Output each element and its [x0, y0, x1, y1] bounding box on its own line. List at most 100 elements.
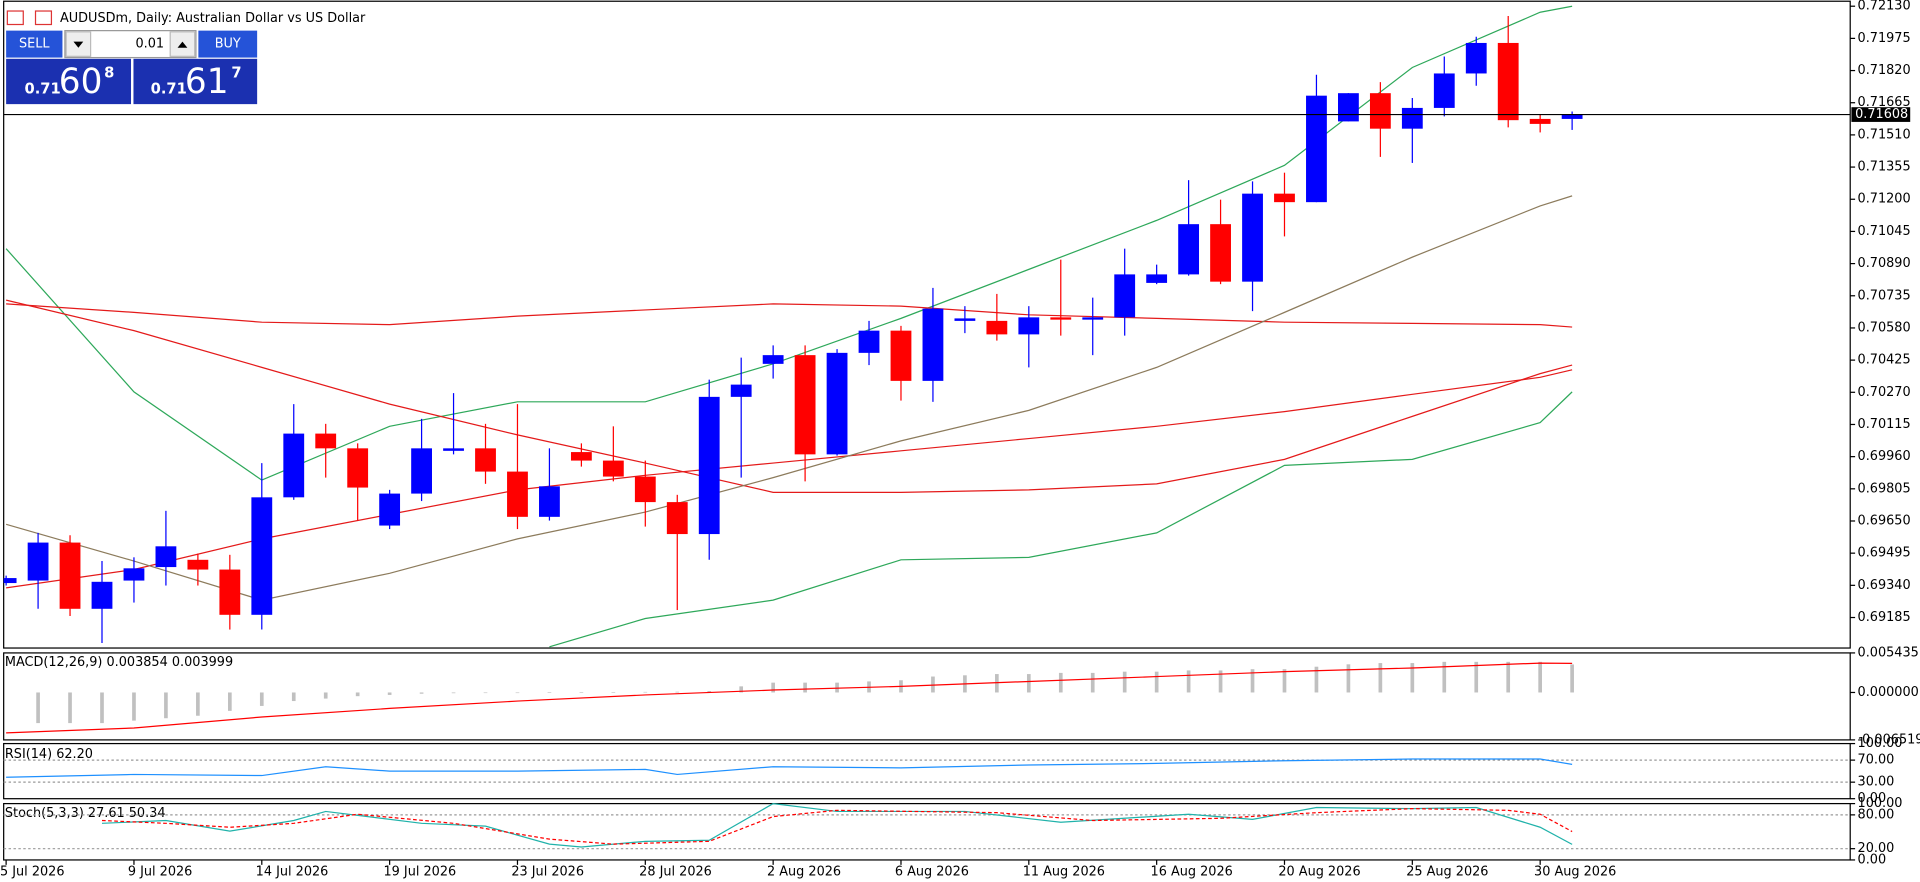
candle-body	[1369, 93, 1391, 129]
macd-bar	[355, 692, 360, 697]
x-tick-label: 30 Aug 2026	[1534, 865, 1616, 880]
candle-body	[1050, 317, 1072, 320]
y-tick-label: 0.69185	[1858, 610, 1911, 625]
buy-label: BUY	[215, 37, 241, 52]
candle-body	[187, 559, 209, 570]
candle-body	[59, 542, 81, 609]
y-tick-label: 0.69960	[1858, 449, 1911, 464]
rsi-legend: RSI(14) 62.20	[5, 747, 93, 762]
y-tick-label: 0.69495	[1858, 546, 1911, 561]
y-tick-label: 70.00	[1858, 753, 1895, 768]
y-tick-label: 0.005435	[1858, 645, 1919, 660]
macd-bar	[1314, 666, 1319, 693]
candle-body	[1465, 42, 1487, 74]
candle-body	[539, 486, 560, 517]
stoch-frame	[3, 802, 1851, 861]
y-tick-label: 0.69340	[1858, 578, 1911, 593]
indicator-line	[6, 303, 1573, 328]
indicator-line	[6, 758, 1573, 778]
macd-legend: MACD(12,26,9) 0.003854 0.003999	[5, 655, 233, 670]
candle-body	[1338, 93, 1359, 122]
y-tick-label: 0.69650	[1858, 513, 1911, 528]
macd-bar	[515, 692, 520, 694]
macd-bar	[1090, 672, 1095, 693]
main-frame	[3, 0, 1851, 649]
macd-bar	[579, 692, 584, 693]
x-tick-label: 14 Jul 2026	[256, 865, 329, 880]
macd-bar	[483, 692, 488, 694]
macd-bar	[100, 692, 104, 724]
candle-body	[1018, 317, 1040, 335]
macd-bar	[387, 692, 392, 695]
candle-body	[762, 355, 784, 364]
x-tick-label: 6 Aug 2026	[895, 865, 969, 880]
sell-button[interactable]	[6, 30, 63, 58]
y-tick-label: 0.70270	[1858, 385, 1911, 400]
y-tick-label: 0.70890	[1858, 256, 1911, 271]
macd-bar	[36, 692, 40, 724]
x-tick-label: 9 Jul 2026	[128, 865, 193, 880]
candle-body	[1561, 114, 1583, 119]
candle-body	[1210, 224, 1231, 282]
indicator-line	[5, 195, 1573, 601]
ask-box[interactable]	[133, 58, 258, 105]
macd-bar	[1122, 671, 1127, 693]
macd-bar	[1538, 661, 1542, 693]
buy-button[interactable]	[198, 30, 258, 58]
indicator-line	[6, 662, 1573, 734]
macd-bar	[1570, 664, 1574, 693]
macd-bar	[931, 676, 935, 693]
rsi-frame	[3, 742, 1851, 800]
macd-bar	[1218, 670, 1223, 693]
macd-bar	[803, 682, 807, 693]
candle-body	[443, 448, 464, 451]
arrow	[177, 41, 188, 48]
stoch-legend: Stoch(5,3,3) 27.61 50.34	[5, 806, 166, 821]
y-tick-label: 0.72130	[1858, 0, 1911, 14]
indicator-line	[6, 369, 1573, 589]
x-tick-label: 19 Jul 2026	[384, 865, 457, 880]
y-tick-label: 0.70735	[1858, 288, 1911, 303]
x-tick-label: 23 Jul 2026	[511, 865, 584, 880]
icon	[34, 10, 53, 26]
candle-body	[379, 493, 401, 526]
macd-bar	[228, 692, 232, 711]
x-tick-label: 16 Aug 2026	[1151, 865, 1233, 880]
x-tick-label: 11 Aug 2026	[1023, 865, 1105, 880]
candle-body	[155, 546, 177, 568]
candle-body	[794, 355, 816, 455]
candle-body	[123, 568, 145, 581]
lot-value: 0.01	[135, 37, 164, 52]
macd-bar	[419, 692, 424, 694]
candle-body	[1497, 42, 1519, 121]
macd-bar	[1378, 663, 1383, 693]
macd-bar	[675, 691, 680, 693]
candle-body	[666, 502, 688, 535]
candle-body	[1433, 73, 1455, 108]
candle-body	[602, 460, 624, 477]
macd-bar	[1186, 670, 1191, 693]
candle-body	[922, 308, 944, 381]
macd-frame	[3, 652, 1851, 741]
macd-bar	[132, 692, 136, 721]
macd-bar	[1346, 664, 1351, 693]
candle-body	[507, 471, 528, 517]
macd-bar	[68, 692, 72, 724]
y-tick-label: 0.00	[1858, 791, 1887, 806]
y-tick-label: 30.00	[1858, 775, 1895, 790]
candle-body	[1178, 224, 1200, 275]
macd-bar	[835, 682, 839, 693]
y-tick-label: 0.71355	[1858, 160, 1911, 175]
candle-body	[570, 452, 592, 461]
price-label: 0.71608	[1855, 107, 1908, 122]
candle-body	[91, 581, 113, 609]
bid-box[interactable]	[6, 58, 132, 105]
macd-bar	[643, 691, 648, 693]
candle-body	[826, 352, 848, 455]
macd-bar	[1282, 669, 1287, 693]
icon	[6, 10, 24, 26]
price-label-box	[1851, 107, 1911, 122]
y-tick-label: 0.71820	[1858, 63, 1911, 78]
indicator-line	[5, 299, 1573, 493]
candle-body	[1274, 193, 1295, 203]
